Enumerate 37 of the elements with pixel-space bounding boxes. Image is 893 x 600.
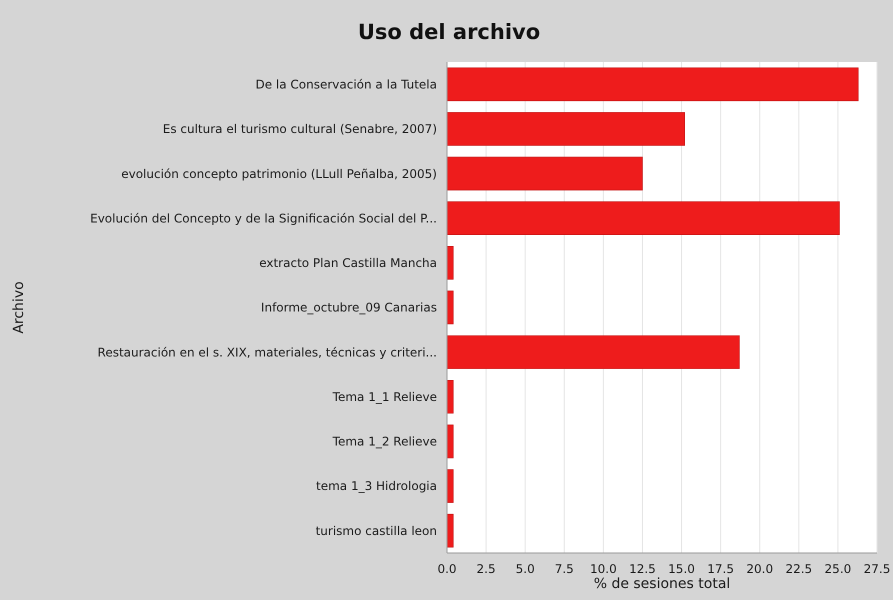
bar [447,424,454,458]
bar [447,469,454,503]
x-axis-title: % de sesiones total [594,576,730,592]
chart-title: Uso del archivo [356,20,542,44]
y-tick-label: De la Conservación a la Tutela [255,78,437,92]
bar [447,246,454,280]
y-tick-label: turismo castilla leon [316,524,437,538]
y-tick-label: Evolución del Concepto y de la Significación Social del P... [90,211,437,226]
x-tick-label: 15.0 [668,562,695,576]
y-axis-title: Archivo [10,281,27,334]
bar [447,380,454,414]
x-tick-label: 22.5 [785,562,812,576]
x-tick-label: 27.5 [864,562,890,576]
x-tick-label: 0.0 [437,562,457,576]
x-tick-label: 7.5 [554,562,574,576]
y-tick-label: tema 1_3 Hidrologia [316,479,437,494]
y-tick-label: Tema 1_1 Relieve [332,390,437,404]
y-tick-label: Tema 1_2 Relieve [332,434,437,449]
bar [447,68,859,102]
bar [447,201,840,236]
bar [447,514,454,548]
bar [447,156,643,190]
x-tick-label: 12.5 [629,562,656,576]
x-tick-label: 10.0 [590,562,617,576]
x-tick-label: 17.5 [707,562,734,576]
x-tick-label: 2.5 [476,562,496,576]
y-tick-label: Informe_octubre_09 Canarias [260,300,437,315]
y-tick-label: evolución concepto patrimonio (LLull Peñalba, 2005) [121,166,437,181]
bar [447,290,454,324]
y-tick-label: Es cultura el turismo cultural (Senabre, 2007) [162,122,437,136]
y-tick-label: extracto Plan Castilla Mancha [259,256,437,270]
x-tick-label: 25.0 [824,562,852,576]
bar [447,335,740,369]
y-tick-label: Restauración en el s. XIX, materiales, técnicas y criteri... [98,345,437,360]
bar [447,112,685,146]
x-tick-label: 20.0 [746,562,774,576]
x-tick-label: 5.0 [516,562,535,576]
